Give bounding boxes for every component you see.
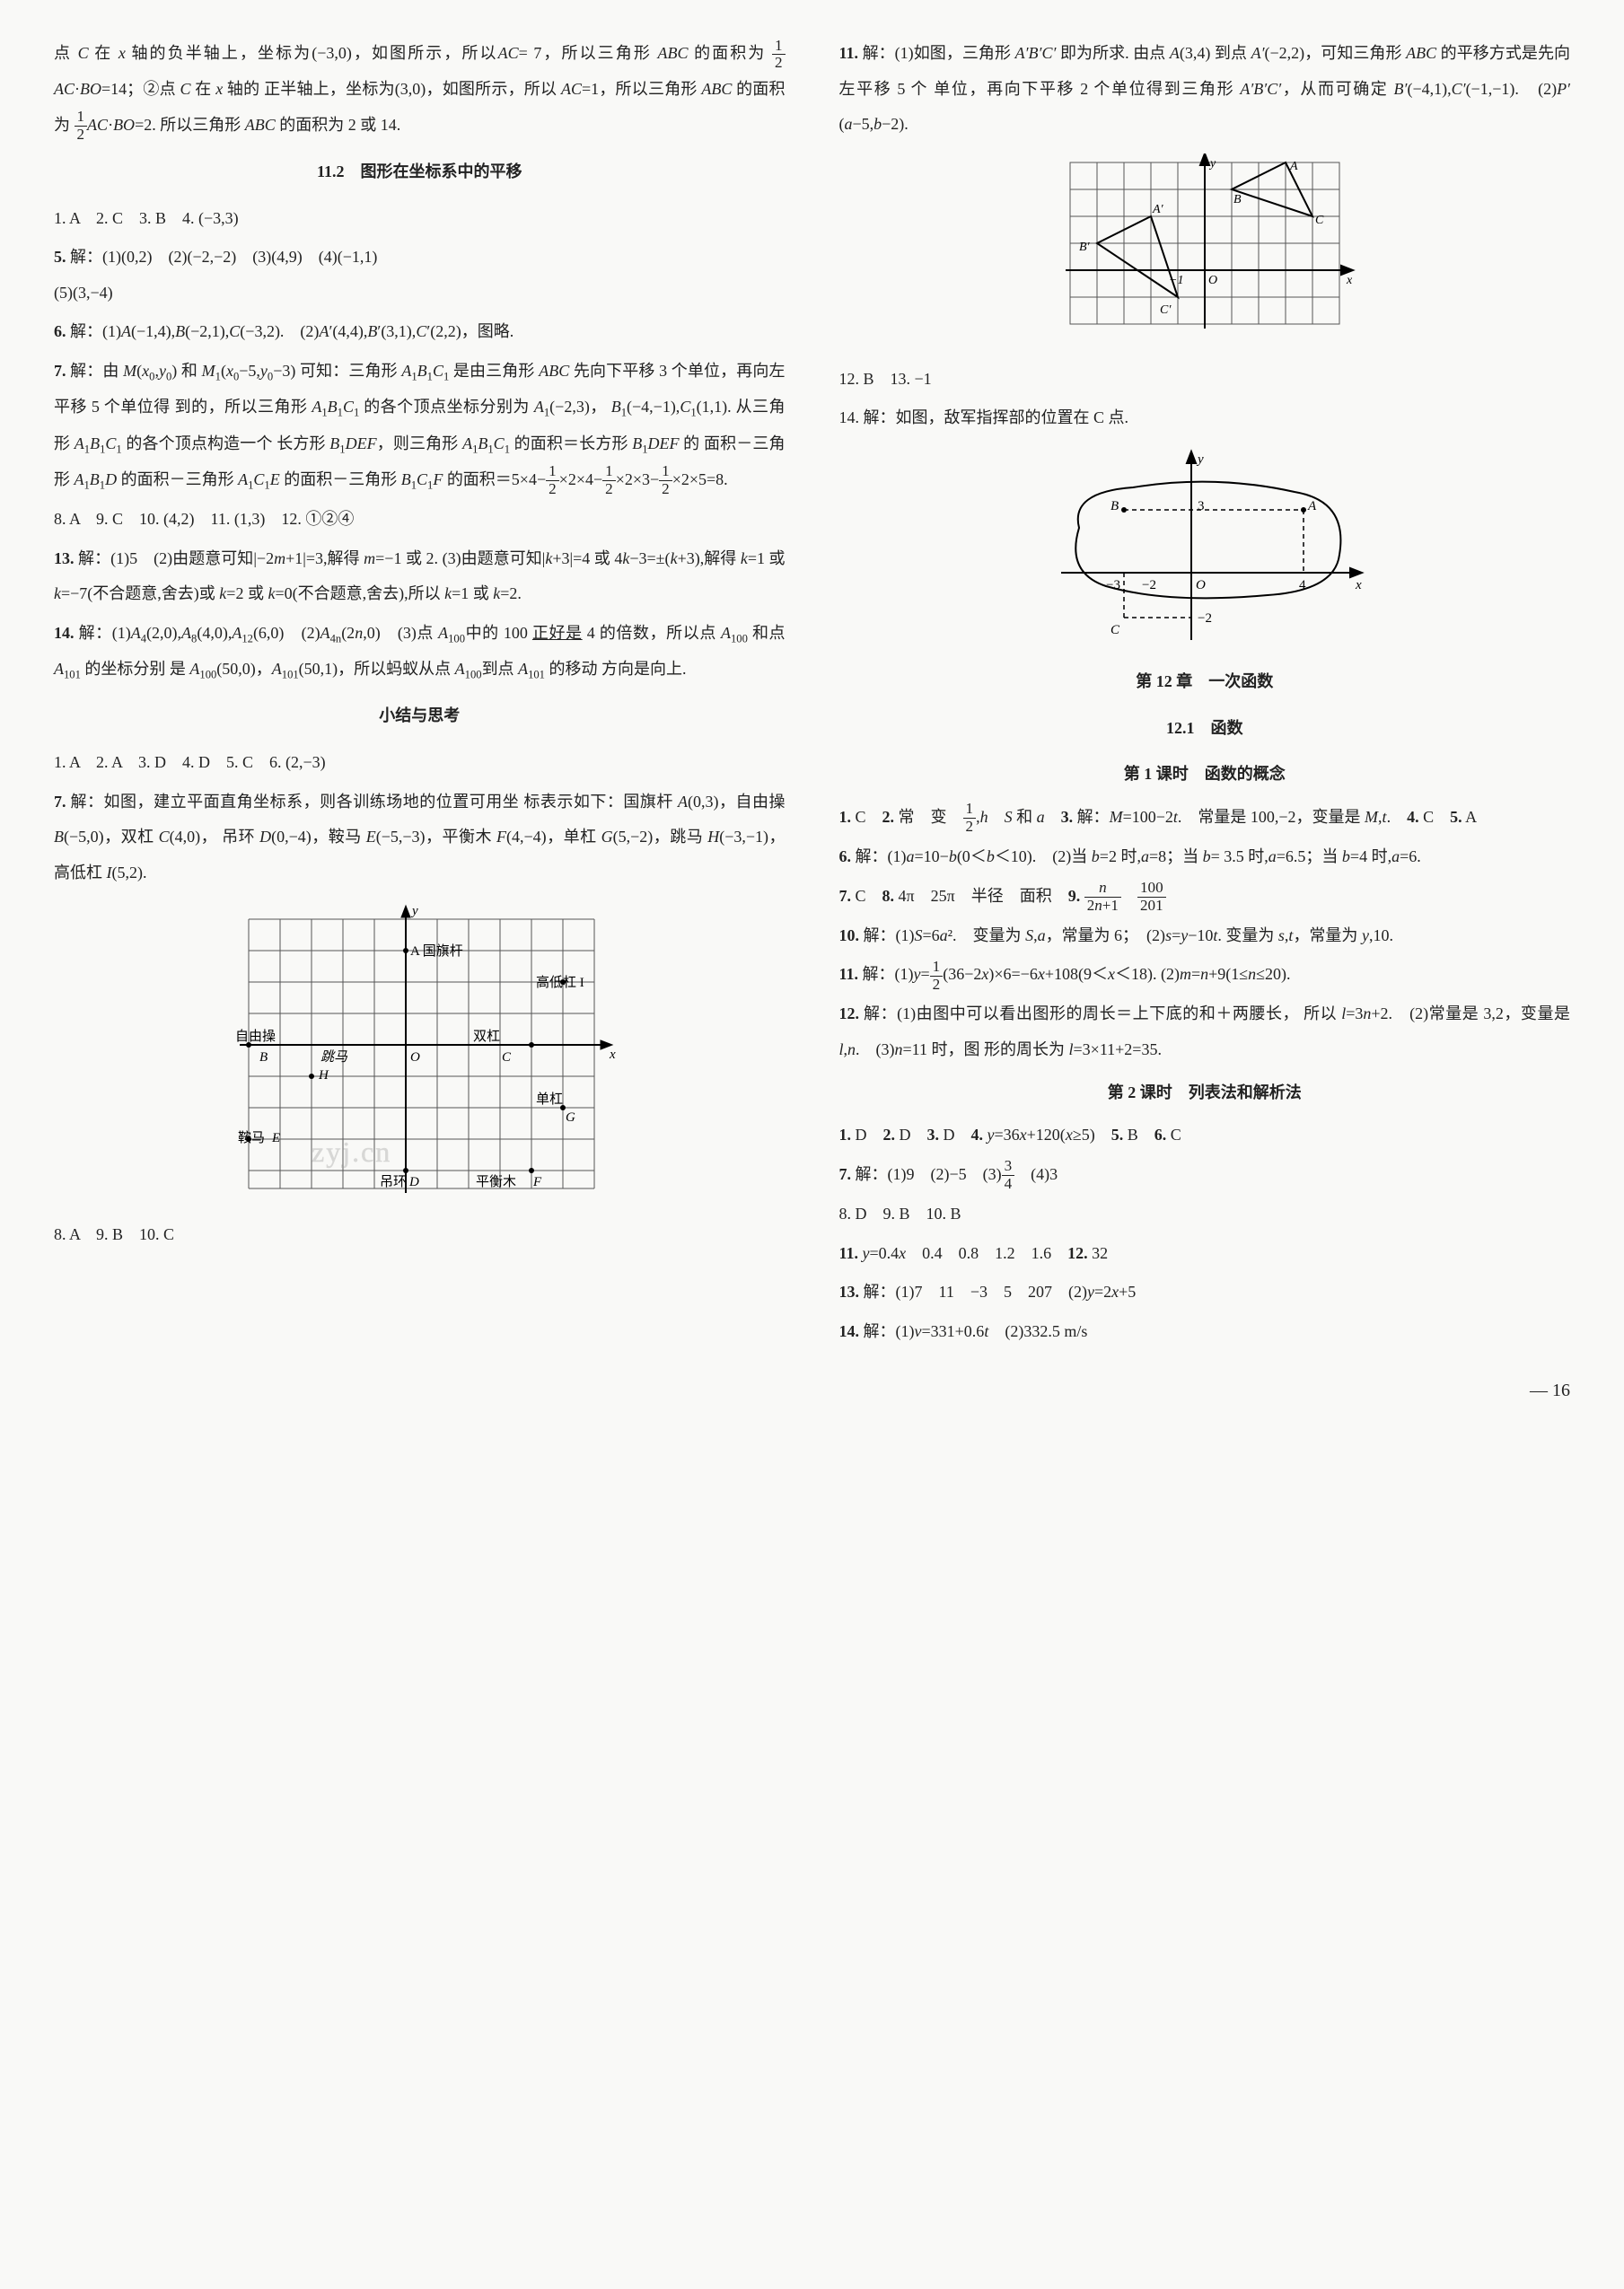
svg-text:鞍马: 鞍马 [238,1130,265,1145]
answer-line: 6. 解：(1)A(−1,4),B(−2,1),C(−3,2). (2)A′(4… [54,314,786,350]
svg-text:3: 3 [1198,499,1205,513]
answer-line: 6. 解：(1)a=10−b(0＜b＜10). (2)当 b=2 时,a=8；当… [839,839,1571,875]
svg-text:F: F [532,1175,542,1189]
lesson-heading: 第 2 课时 列表法和解析法 [839,1075,1571,1111]
svg-text:高低杠 I: 高低杠 I [536,975,584,990]
coordinate-grid-triangle: y x A B C A′ B′ C′ O −1 [839,153,1571,351]
svg-text:吊环: 吊环 [380,1174,407,1189]
answer-line: 7. C 8. 4π 25π 半径 面积 9. n2n+1 100201 [839,879,1571,915]
svg-text:−2: −2 [1142,578,1156,592]
section-heading: 小结与思考 [54,698,786,734]
svg-text:自由操: 自由操 [235,1029,276,1044]
svg-text:平衡木: 平衡木 [476,1174,516,1189]
page-number: — 16 [54,1371,1570,1410]
answer-line: 14. 解：(1)A4(2,0),A8(4,0),A12(6,0) (2)A4n… [54,616,786,688]
answer-line: 11. y=0.4x 0.4 0.8 1.2 1.6 12. 32 [839,1236,1571,1272]
svg-text:A 国旗杆: A 国旗杆 [410,943,463,959]
svg-text:C: C [1110,623,1120,637]
lesson-heading: 第 1 课时 函数的概念 [839,757,1571,793]
svg-text:G: G [566,1110,575,1125]
answer-line: 7. 解：如图，建立平面直角坐标系，则各训练场地的位置可用坐 标表示如下：国旗杆… [54,785,786,891]
svg-text:y: y [410,904,418,918]
svg-text:A: A [1289,160,1298,173]
coordinate-grid-training: y x A 国旗杆 高低杠 I 自由操 B 双杠 C 跳马 H 单杠 G 鞍马 … [54,901,786,1206]
answer-line: 8. D 9. B 10. B [839,1197,1571,1232]
svg-text:H: H [318,1068,329,1083]
svg-text:4: 4 [1299,578,1306,592]
answer-line: 8. A 9. B 10. C [54,1217,786,1253]
answer-line: 7. 解：(1)9 (2)−5 (3)34 (4)3 [839,1157,1571,1193]
svg-text:C: C [1315,214,1324,227]
svg-text:跳马: 跳马 [320,1049,348,1065]
answer-line: 7. 解：由 M(x0,y0) 和 M1(x0−5,y0−3) 可知：三角形 A… [54,354,786,498]
svg-text:x: x [609,1048,616,1062]
svg-text:C′: C′ [1160,303,1172,317]
chapter-heading: 第 12 章 一次函数 [839,664,1571,700]
svg-text:−3: −3 [1106,578,1120,592]
svg-text:zyj.cn: zyj.cn [312,1136,391,1168]
right-column: 11. 解：(1)如图，三角形 A′B′C′ 即为所求. 由点 A(3,4) 到… [839,36,1571,1353]
answer-line: 8. A 9. C 10. (4,2) 11. (1,3) 12. ①②④ [54,502,786,538]
answer-line: 14. 解：如图，敌军指挥部的位置在 C 点. [839,400,1571,436]
svg-text:D: D [408,1175,419,1189]
left-column: 点 C 在 x 轴的负半轴上，坐标为(−3,0)，如图所示，所以AC= 7，所以… [54,36,786,1353]
svg-text:y: y [1196,452,1204,467]
svg-text:B: B [1110,499,1119,513]
svg-text:y: y [1208,157,1216,171]
answer-line: 1. C 2. 常 变 12,h S 和 a 3. 解：M=100−2t. 常量… [839,800,1571,836]
svg-text:x: x [1346,274,1353,287]
answer-line: 13. 解：(1)5 (2)由题意可知|−2m+1|=3,解得 m=−1 或 2… [54,541,786,612]
para: 11. 解：(1)如图，三角形 A′B′C′ 即为所求. 由点 A(3,4) 到… [839,36,1571,143]
svg-text:A: A [1307,499,1317,513]
svg-text:x: x [1355,578,1362,592]
svg-text:B′: B′ [1079,241,1091,254]
svg-text:单杠: 单杠 [536,1092,563,1107]
svg-text:O: O [410,1050,420,1065]
coordinate-map-enemy: y x A B C O 3 −3 −2 4 −2 [839,447,1571,653]
svg-text:C: C [502,1050,512,1065]
section-heading: 11.2 图形在坐标系中的平移 [54,154,786,190]
answer-line: 11. 解：(1)y=12(36−2x)×6=−6x+108(9＜x＜18). … [839,957,1571,993]
svg-text:双杠: 双杠 [473,1029,500,1044]
answer-line: 12. B 13. −1 [839,362,1571,398]
svg-text:−2: −2 [1198,611,1212,626]
section-heading: 12.1 函数 [839,711,1571,747]
answer-line: 1. A 2. A 3. D 4. D 5. C 6. (2,−3) [54,745,786,781]
svg-text:O: O [1196,578,1206,592]
svg-text:B: B [1233,193,1242,206]
answer-line: 14. 解：(1)v=331+0.6t (2)332.5 m/s [839,1314,1571,1350]
answer-line: 5. 解：(1)(0,2) (2)(−2,−2) (3)(4,9) (4)(−1… [54,240,786,311]
answer-line: 13. 解：(1)7 11 −3 5 207 (2)y=2x+5 [839,1275,1571,1311]
svg-text:A′: A′ [1152,203,1164,216]
answer-line: 1. A 2. C 3. B 4. (−3,3) [54,201,786,237]
svg-text:−1: −1 [1169,274,1183,287]
svg-text:B: B [259,1050,268,1065]
svg-text:E: E [271,1131,280,1145]
answer-line: 1. D 2. D 3. D 4. y=36x+120(x≥5) 5. B 6.… [839,1118,1571,1153]
para: 点 C 在 x 轴的负半轴上，坐标为(−3,0)，如图所示，所以AC= 7，所以… [54,36,786,144]
answer-line: 12. 解：(1)由图中可以看出图形的周长＝上下底的和＋两腰长， 所以 l=3n… [839,996,1571,1067]
svg-text:O: O [1208,274,1217,287]
answer-line: 10. 解：(1)S=6a². 变量为 S,a，常量为 6； (2)s=y−10… [839,918,1571,954]
